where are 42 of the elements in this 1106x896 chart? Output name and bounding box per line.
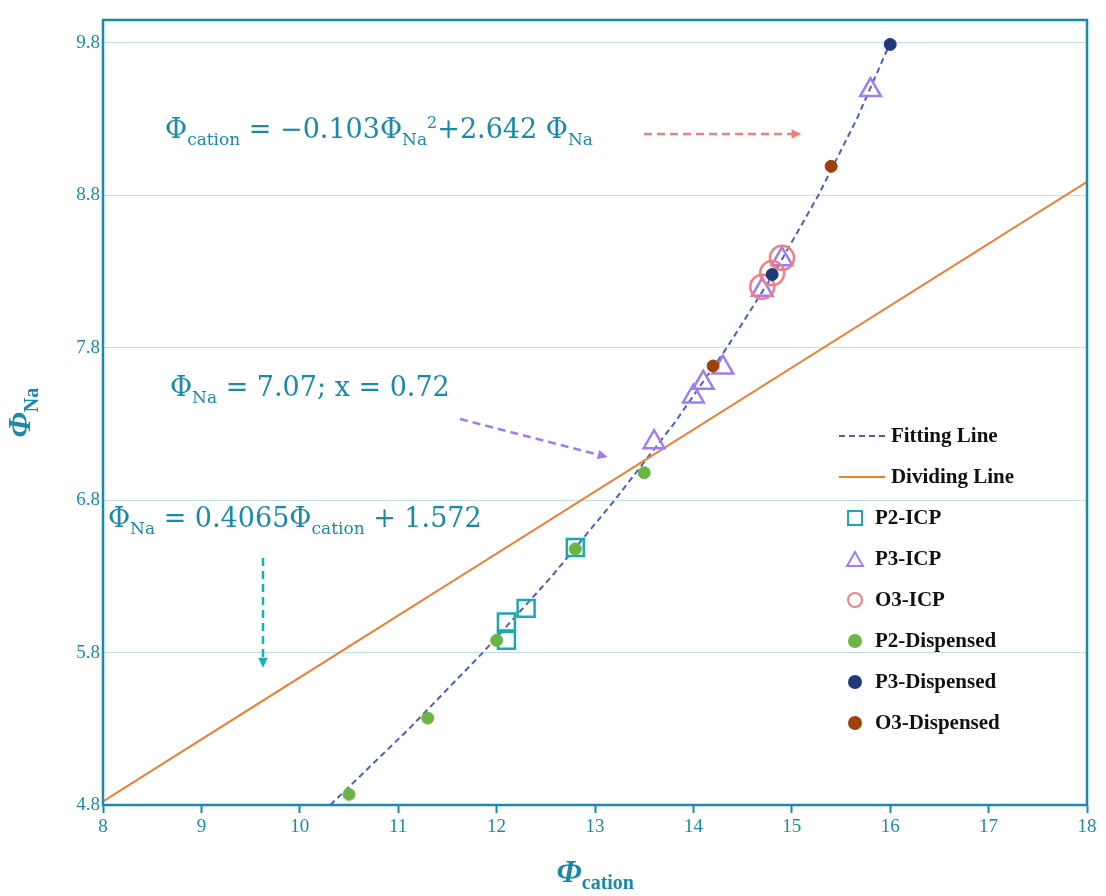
point — [342, 787, 356, 801]
legend-label: Fitting Line — [890, 423, 998, 448]
annotation: Φ$_{cation}$ = −0.103Φ$_{Na}$$^{2}$+2.642 Φ$_{Na}$ — [164, 113, 593, 149]
point — [490, 633, 504, 647]
point — [516, 598, 536, 619]
x-tick-label: 15 — [782, 815, 802, 837]
legend-label: P2-ICP — [874, 505, 942, 530]
x-tick-label: 18 — [1077, 815, 1097, 837]
x-tick-label: 9 — [196, 815, 207, 837]
x-axis-title: Φ$_{cation}$ — [556, 853, 634, 895]
point — [496, 630, 517, 651]
legend-label: P3-Dispensed — [874, 669, 997, 694]
point — [637, 466, 651, 480]
x-tick-label: 10 — [290, 815, 310, 837]
x-tick-label: 8 — [98, 815, 108, 837]
point — [768, 244, 796, 272]
point — [706, 359, 720, 373]
x-tick-label: 14 — [683, 815, 704, 837]
y-tick-label: 7.8 — [76, 335, 100, 357]
point — [824, 159, 838, 173]
annotation: Φ$_{Na}$ = 0.4065Φ$_{cation}$ + 1.572 — [107, 502, 482, 538]
y-tick-label: 5.8 — [76, 640, 100, 662]
point — [496, 612, 517, 632]
x-tick-label: 11 — [389, 815, 408, 837]
point — [421, 711, 435, 725]
point — [883, 37, 897, 51]
x-tick-label: 16 — [880, 815, 900, 837]
x-tick-label: 13 — [585, 815, 605, 837]
x-tick-label: 12 — [487, 815, 507, 837]
point — [758, 259, 786, 287]
legend-label: P3-ICP — [874, 546, 942, 571]
y-tick-label: 6.8 — [76, 488, 100, 510]
annotation: Φ$_{Na}$ = 7.07; x = 0.72 — [169, 371, 450, 407]
legend-label: O3-Dispensed — [874, 710, 1000, 735]
y-tick-label: 9.8 — [76, 30, 100, 52]
y-tick-label: 4.8 — [76, 792, 100, 814]
y-tick-label: 8.8 — [76, 183, 100, 205]
point — [565, 537, 586, 558]
x-tick-label: 17 — [979, 815, 999, 837]
legend-label: O3-ICP — [874, 587, 945, 612]
legend-label: P2-Dispensed — [874, 628, 997, 653]
legend-label: Dividing Line — [890, 464, 1014, 489]
